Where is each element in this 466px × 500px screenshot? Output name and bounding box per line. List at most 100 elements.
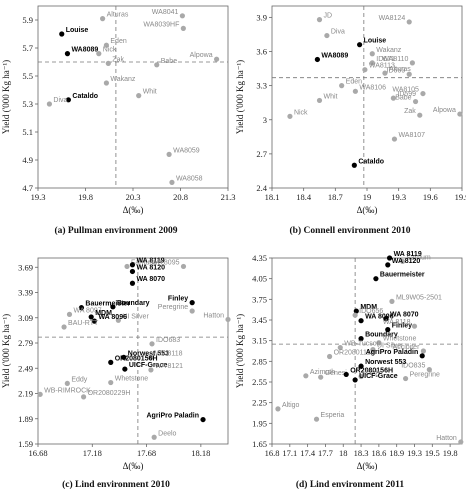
point-bau-rtt bbox=[61, 324, 67, 330]
point-boundary bbox=[110, 304, 116, 310]
point-mdm bbox=[353, 308, 359, 314]
point-label-id669: ID669 bbox=[387, 67, 406, 74]
point-zak bbox=[417, 112, 423, 118]
y-tick-label: 4.9 bbox=[22, 155, 33, 165]
point-wa-8095 bbox=[180, 263, 187, 270]
point-wa-8119 bbox=[386, 255, 393, 261]
point-label-wb-tucson: WB-Tucson bbox=[344, 341, 380, 348]
x-tick-label: 21.3 bbox=[221, 192, 236, 202]
x-tick-label: 20.8 bbox=[173, 192, 188, 202]
point-label-eden: Eden bbox=[346, 79, 362, 86]
y-tick-label: 5.3 bbox=[22, 99, 33, 109]
point-label-or2080156h: OR2080156H bbox=[350, 367, 393, 374]
point-label-or2080111h: OR2080111H bbox=[334, 350, 376, 357]
x-tick-label: 16.68 bbox=[28, 448, 47, 458]
point-label-nick: Nick bbox=[103, 47, 117, 54]
point-label-boundary: Boundary bbox=[117, 300, 150, 307]
panel-caption: (c) Lind environment 2010 bbox=[62, 480, 170, 490]
point-label-wa-8120: WA 8120 bbox=[136, 264, 165, 271]
y-tick-label: 3.45 bbox=[252, 315, 267, 325]
point-label-norwest-553: Norwest 553 bbox=[128, 350, 169, 357]
point-whit bbox=[316, 97, 323, 104]
point-ui-silver bbox=[370, 347, 376, 353]
point-babe bbox=[154, 62, 160, 68]
y-tick-label: 3.69 bbox=[18, 262, 33, 272]
point-label-wb-rimrock: WB-RIMROCK bbox=[44, 387, 91, 394]
y-tick-label: 1.95 bbox=[252, 418, 267, 428]
x-tick-label: 16.8 bbox=[265, 448, 280, 458]
x-tick-label: 18.18 bbox=[191, 448, 210, 458]
y-tick-label: 3.39 bbox=[18, 288, 33, 298]
point-ml9w05-2501 bbox=[389, 298, 395, 304]
point-label-diva: Diva bbox=[53, 97, 67, 104]
scatter-panel-4: 16.8 17.1 17.4 17.7 18 18.3 18.6 18.9 19.3 19.5 19… bbox=[235, 251, 464, 471]
point-whit bbox=[136, 93, 142, 99]
point-label-wa8106: WA8106 bbox=[359, 84, 386, 91]
y-tick-label: 5.1 bbox=[22, 127, 33, 137]
x-tick-label: 19.8 bbox=[78, 192, 93, 202]
point-wa-8121 bbox=[148, 367, 154, 373]
point-label-nick: Nick bbox=[294, 109, 308, 116]
point-wa-8119 bbox=[129, 262, 136, 268]
point-label-wa8089: WA8089 bbox=[71, 47, 98, 54]
point-id599 bbox=[390, 95, 396, 101]
y-tick-label: 2.49 bbox=[18, 363, 33, 373]
point-bauermeister bbox=[373, 276, 379, 282]
point-label-norwest-553: Norwest 553 bbox=[365, 359, 406, 366]
point-label-eddy: Eddy bbox=[365, 369, 381, 376]
point-label-wa-8070: WA 8070 bbox=[136, 276, 165, 283]
point-label-esperia: Esperia bbox=[321, 412, 345, 419]
scatter-panel-1: 19.3 19.8 20.3 20.8 21.3 4.7 4.9 5.1 5.3 5.5 5.7 5.… bbox=[1, 5, 235, 215]
point-nick bbox=[96, 51, 102, 57]
point-wa8113 bbox=[362, 67, 368, 73]
point-label-wa8059: WA8059 bbox=[173, 147, 200, 154]
point-label-whetstone: Whetstone bbox=[383, 336, 417, 343]
point-label-bauermeister: Bauermeister bbox=[380, 272, 425, 279]
point-wa8039hf bbox=[180, 25, 186, 31]
point-label-jd: JD bbox=[324, 13, 333, 20]
x-tick-label: 18.6 bbox=[371, 448, 386, 458]
point-id671 bbox=[369, 60, 375, 66]
x-tick-label: 19.9 bbox=[455, 192, 466, 202]
point-wa-8096 bbox=[91, 318, 98, 324]
point-label-alturas: Alturas bbox=[389, 66, 411, 73]
point-label-farnum: Farnum bbox=[407, 254, 431, 261]
point-label-deelo: Deelo bbox=[158, 430, 176, 437]
point-label-alpowa: Alpowa bbox=[433, 107, 456, 114]
point-norwest-553 bbox=[358, 363, 364, 369]
point-label-diva: Diva bbox=[331, 29, 345, 36]
point-label-agripro-paladin: AgriPro Paladin bbox=[366, 349, 419, 356]
point-label-wa-8096: WA 8096 bbox=[98, 314, 127, 321]
point-or2080156h bbox=[343, 371, 349, 378]
y-tick-label: 1.59 bbox=[18, 439, 33, 449]
point-wa8041 bbox=[179, 13, 185, 19]
x-tick-label: 19.3 bbox=[31, 192, 46, 202]
point-label-altigo: Altigo bbox=[282, 402, 300, 409]
point-label-wakanz: Wakanz bbox=[110, 76, 136, 83]
x-tick-label: 19.6 bbox=[423, 192, 438, 202]
point-label-azimuth: Azimuth bbox=[310, 369, 335, 376]
y-tick-label: 2.55 bbox=[252, 377, 267, 387]
point-label-cataldo: Cataldo bbox=[72, 93, 98, 100]
point-label-louise: Louise bbox=[364, 38, 387, 45]
point-wa8105 bbox=[420, 90, 426, 97]
point-label-ui-silver: UI Silver bbox=[122, 313, 149, 320]
point-label-genesi: Genesi bbox=[325, 370, 348, 377]
point-label-finley: Finley bbox=[392, 323, 412, 330]
point-wa-8120 bbox=[385, 262, 391, 268]
y-tick-label: 3.09 bbox=[18, 313, 33, 323]
point-label-mdm: MDM bbox=[95, 310, 112, 317]
point-wb-rimrock bbox=[37, 391, 43, 397]
point-label-id671: ID671 bbox=[376, 56, 395, 63]
point-label-peregrine: Peregrine bbox=[158, 304, 188, 311]
point-wa8106 bbox=[352, 88, 358, 94]
point-genesi bbox=[318, 374, 324, 380]
x-tick-label: 19 bbox=[363, 192, 372, 202]
point-label-ido835: IDO835 bbox=[401, 363, 425, 370]
point-label-wa-8119: WA 8119 bbox=[136, 258, 164, 265]
point-label-wa-8118: WA 8118 bbox=[155, 350, 183, 357]
point-label-ml9w05-2501: ML9W05-2501 bbox=[396, 294, 442, 301]
point-label-whetstone: Whetstone bbox=[115, 376, 149, 383]
point-uicf-grace bbox=[352, 377, 358, 383]
y-tick-label: 4.05 bbox=[252, 274, 267, 284]
